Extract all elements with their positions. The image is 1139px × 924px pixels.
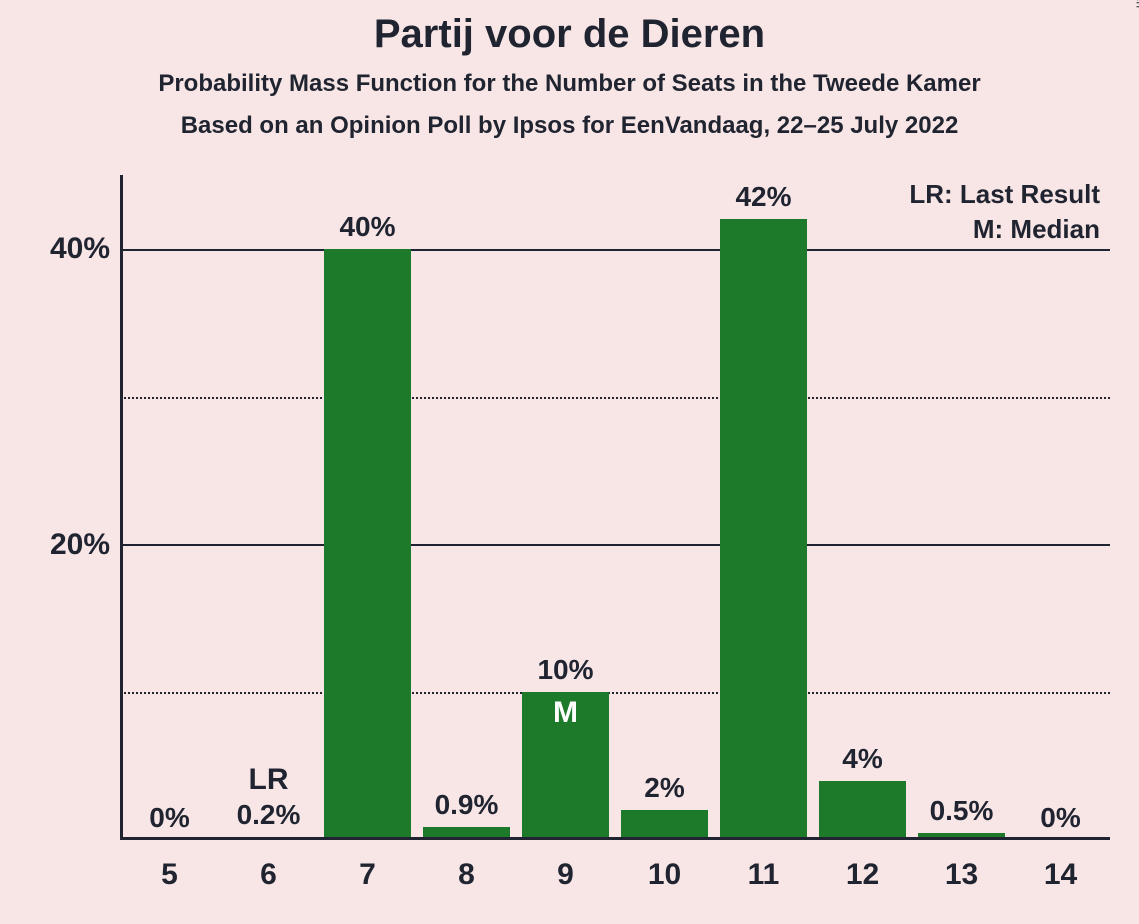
x-tick-label: 12 (813, 858, 912, 892)
bar-value-label: 2% (615, 772, 714, 804)
legend: LR: Last Result M: Median (120, 179, 1100, 249)
chart-canvas: © 2022 Filip van Laenen Partij voor de D… (0, 0, 1139, 924)
y-tick-label: 20% (10, 528, 110, 562)
x-tick-label: 6 (219, 858, 318, 892)
gridline-minor (120, 692, 1110, 694)
chart-title: Partij voor de Dieren (0, 12, 1139, 57)
bar-value-label: 10% (516, 654, 615, 686)
chart-subtitle-2: Based on an Opinion Poll by Ipsos for Ee… (0, 112, 1139, 140)
bar-value-label: 0.2% (219, 799, 318, 831)
gridline-major (120, 249, 1110, 251)
x-axis (120, 837, 1110, 840)
bar (819, 781, 906, 840)
x-tick-label: 14 (1011, 858, 1110, 892)
x-tick-label: 9 (516, 858, 615, 892)
bar-value-label: 0.9% (417, 789, 516, 821)
x-tick-label: 10 (615, 858, 714, 892)
x-tick-label: 11 (714, 858, 813, 892)
bar-value-label: 0% (1011, 802, 1110, 834)
bar-value-label: 0% (120, 802, 219, 834)
bar (324, 249, 411, 840)
x-tick-label: 8 (417, 858, 516, 892)
x-tick-label: 5 (120, 858, 219, 892)
bar-marker: LR (219, 763, 318, 797)
chart-subtitle-1: Probability Mass Function for the Number… (0, 70, 1139, 98)
y-axis (120, 175, 123, 840)
bar-marker: M (516, 696, 615, 730)
copyright-text: © 2022 Filip van Laenen (1133, 0, 1139, 8)
gridline-minor (120, 397, 1110, 399)
legend-line: M: Median (120, 214, 1100, 245)
x-tick-label: 7 (318, 858, 417, 892)
bar (621, 810, 708, 840)
legend-line: LR: Last Result (120, 179, 1100, 210)
bar-value-label: 4% (813, 743, 912, 775)
bar-value-label: 0.5% (912, 795, 1011, 827)
y-tick-label: 40% (10, 232, 110, 266)
x-tick-label: 13 (912, 858, 1011, 892)
gridline-major (120, 544, 1110, 546)
bar (720, 219, 807, 840)
plot-area: 20%40%0%50.2%640%70.9%810%92%1042%114%12… (120, 175, 1110, 840)
